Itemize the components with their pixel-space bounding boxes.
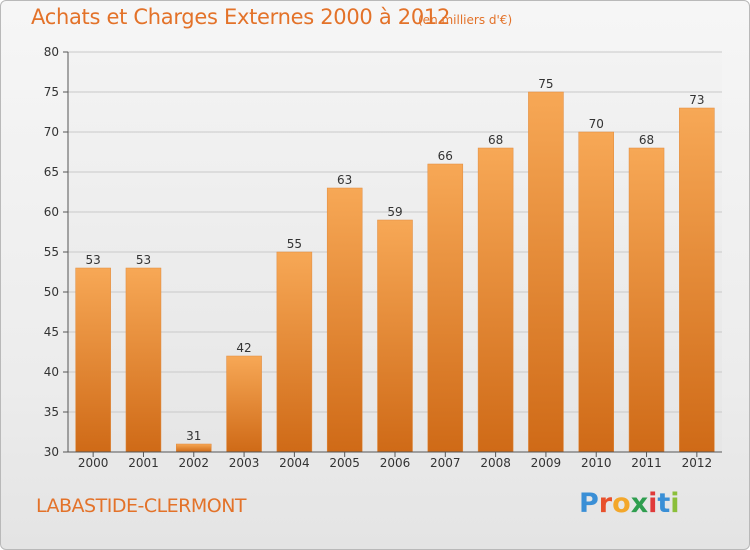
x-axis-ticks: 2000 2001 2002 2003 2004 2005 2006 2007 2008 2009… [78,452,712,470]
bar-value-label: 53 [86,253,101,267]
y-tick-label: 75 [44,85,59,99]
bar-value-label: 63 [337,173,352,187]
bar-value-label: 31 [186,429,201,443]
y-tick-label: 60 [44,205,59,219]
bar-value-label: 59 [387,205,402,219]
y-tick-label: 70 [44,125,59,139]
brand-logo-letter: x [630,488,649,519]
bar [578,131,614,453]
chart-title: Achats et Charges Externes 2000 à 2012 [31,5,451,29]
bar [628,147,665,453]
bar-value-label: 70 [589,117,604,131]
brand-logo: Proxiti [579,488,680,519]
x-tick-label: 2011 [631,456,662,470]
bar [528,91,564,453]
brand-logo-letter: i [670,488,680,519]
bar-value-label: 42 [236,341,251,355]
brand-logo-letter: i [648,488,658,519]
bar [125,267,162,453]
bar-value-label: 75 [538,77,553,91]
y-tick-label: 35 [44,405,59,419]
bar [679,107,715,453]
x-tick-label: 2007 [430,456,461,470]
x-tick-label: 2006 [380,456,411,470]
x-tick-label: 2003 [229,456,260,470]
commune-name: LABASTIDE-CLERMONT [36,495,247,517]
x-tick-label: 2002 [178,456,209,470]
bar [276,251,313,453]
bar [477,147,514,453]
chart-subtitle: (en milliers d'€) [418,13,513,27]
y-axis-ticks: 30 35 40 45 50 55 60 65 70 75 80 [44,45,68,459]
brand-logo-letter: P [579,488,599,519]
bar-value-label: 66 [438,149,453,163]
y-tick-label: 80 [44,45,59,59]
bar [226,355,262,453]
y-tick-label: 65 [44,165,59,179]
bar [427,163,464,453]
x-tick-label: 2010 [581,456,612,470]
bar [176,443,212,453]
bars [75,91,715,453]
bar-value-label: 73 [689,93,704,107]
value-labels: 53 53 31 42 55 63 59 66 68 75 70 68 73 [86,77,705,443]
brand-logo-letter: t [657,488,671,519]
bar [75,267,111,453]
brand-logo-letter: o [612,488,631,519]
y-tick-label: 50 [44,285,59,299]
bar-value-label: 55 [287,237,302,251]
x-tick-label: 2004 [279,456,310,470]
x-tick-label: 2000 [78,456,109,470]
bar [326,187,363,453]
bar-value-label: 53 [136,253,151,267]
brand-logo-letter: r [598,488,613,519]
x-tick-label: 2008 [480,456,511,470]
y-tick-label: 55 [44,245,59,259]
y-tick-label: 40 [44,365,59,379]
x-tick-label: 2001 [128,456,159,470]
bar-value-label: 68 [488,133,503,147]
y-tick-label: 30 [44,445,59,459]
bar [377,219,413,453]
y-tick-label: 45 [44,325,59,339]
x-tick-label: 2009 [531,456,562,470]
bar-value-label: 68 [639,133,654,147]
x-tick-label: 2005 [329,456,360,470]
x-tick-label: 2012 [682,456,713,470]
